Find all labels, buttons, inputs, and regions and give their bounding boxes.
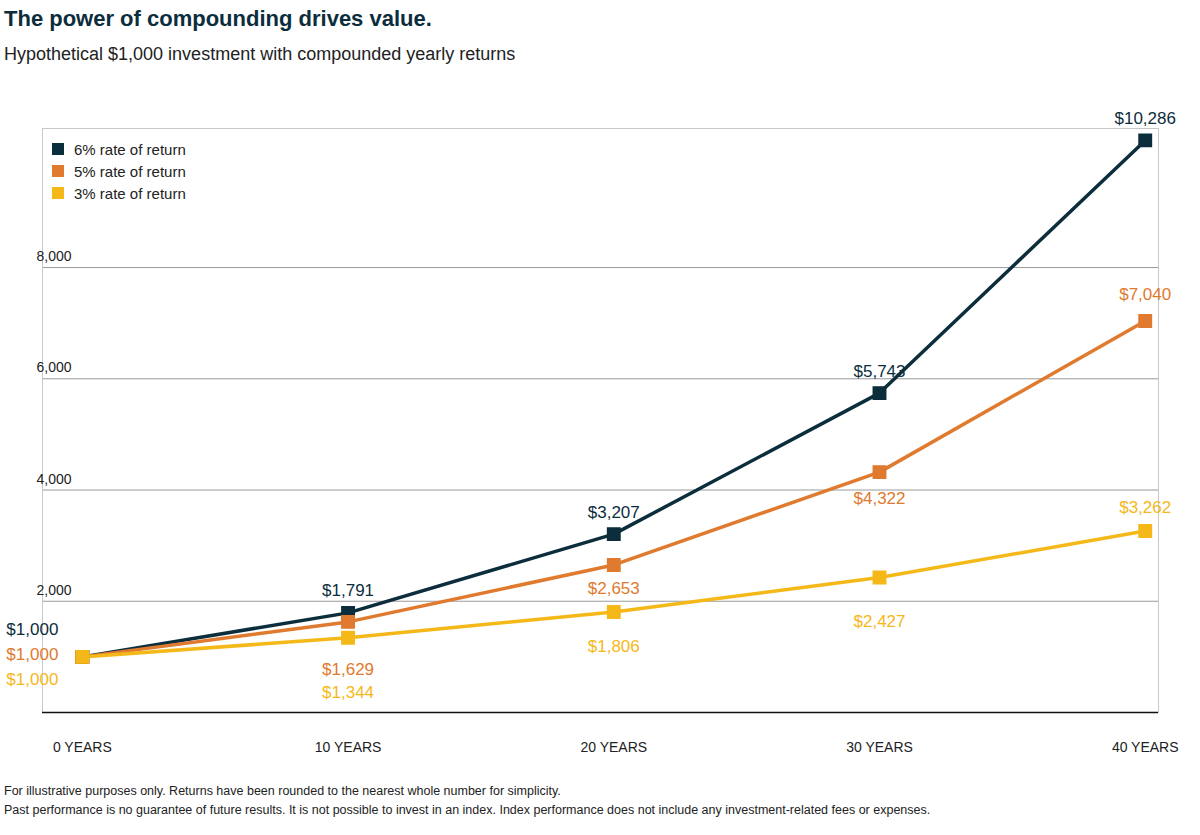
svg-text:$1,000: $1,000 — [6, 645, 58, 664]
svg-text:$1,000: $1,000 — [6, 620, 58, 639]
svg-text:$1,000: $1,000 — [6, 670, 58, 689]
html-text:Past performance is no guarant: Past performance is no guarantee of futu… — [4, 803, 931, 817]
html-text:6% rate of return: 6% rate of return — [74, 140, 186, 158]
svg-text:6,000: 6,000 — [37, 359, 72, 375]
html-text:3% rate of return: 3% rate of return — [74, 184, 186, 202]
svg-text:$5,743: $5,743 — [854, 362, 906, 381]
svg-text:$2,653: $2,653 — [588, 579, 640, 598]
html-text:5% rate of return: 5% rate of return — [74, 162, 186, 180]
svg-text:0 YEARS: 0 YEARS — [53, 739, 112, 755]
svg-text:$7,040: $7,040 — [1119, 285, 1171, 304]
svg-text:$1,629: $1,629 — [322, 660, 374, 679]
svg-text:8,000: 8,000 — [37, 248, 72, 264]
html-text:Hypothetical $1,000 investment: Hypothetical $1,000 investment with comp… — [4, 44, 516, 64]
svg-text:4,000: 4,000 — [37, 471, 72, 487]
svg-text:20 YEARS: 20 YEARS — [580, 739, 647, 755]
svg-text:2,000: 2,000 — [37, 582, 72, 598]
svg-text:$3,262: $3,262 — [1119, 498, 1171, 517]
svg-text:$2,427: $2,427 — [854, 612, 906, 631]
svg-text:$1,791: $1,791 — [322, 581, 374, 600]
svg-text:$3,207: $3,207 — [588, 503, 640, 522]
html-text:The power of compounding drive: The power of compounding drives value. — [4, 6, 432, 31]
svg-text:$10,286: $10,286 — [1114, 109, 1175, 128]
svg-text:30 YEARS: 30 YEARS — [846, 739, 913, 755]
svg-text:$4,322: $4,322 — [854, 489, 906, 508]
svg-text:$1,344: $1,344 — [322, 683, 374, 702]
svg-text:$1,806: $1,806 — [588, 636, 640, 655]
svg-text:10 YEARS: 10 YEARS — [315, 739, 382, 755]
svg-text:40 YEARS: 40 YEARS — [1112, 739, 1179, 755]
html-text:For illustrative purposes only: For illustrative purposes only. Returns … — [4, 784, 561, 798]
